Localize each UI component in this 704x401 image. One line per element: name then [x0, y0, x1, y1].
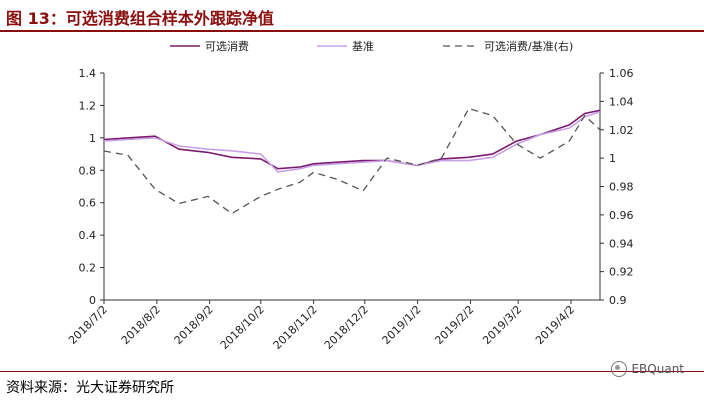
right-tick-label: 1.04	[609, 95, 634, 108]
left-tick-label: 0.8	[79, 164, 97, 177]
right-tick-label: 0.98	[609, 181, 634, 194]
legend-label-ratio: 可选消费/基准(右)	[484, 39, 573, 53]
source-note: 资料来源：光大证券研究所	[6, 380, 174, 396]
right-tick-label: 1.06	[609, 67, 634, 80]
wechat-icon	[611, 361, 628, 377]
left-tick-label: 0.2	[79, 262, 97, 275]
left-tick-label: 1	[89, 132, 96, 145]
left-tick-label: 0.6	[79, 197, 97, 210]
right-tick-label: 0.94	[609, 237, 634, 250]
title-divider	[0, 30, 704, 32]
chart-title: 图 13：可选消费组合样本外跟踪净值	[6, 9, 274, 28]
right-tick-label: 1	[609, 152, 616, 165]
x-tick-label: 2018/12/2	[322, 303, 371, 352]
x-tick-label: 2018/8/2	[119, 303, 163, 347]
left-tick-label: 1.4	[79, 67, 97, 80]
x-tick-label: 2018/11/2	[271, 303, 320, 352]
right-tick-label: 0.96	[609, 209, 634, 222]
right-tick-label: 0.9	[609, 294, 627, 307]
watermark-label: EBQuant	[631, 362, 684, 376]
legend: 可选消费 基准 可选消费/基准(右)	[170, 39, 573, 53]
series-line-ratio	[103, 107, 601, 215]
x-tick-label: 2019/2/2	[432, 303, 476, 347]
right-tick-label: 1.02	[609, 124, 634, 137]
right-tick-label: 0.92	[609, 266, 634, 279]
axes: 0 0.2 0.4 0.6 0.8 1 1.2 1.4 0.9 0.92 0.94 0.96 0.98 1…	[66, 67, 634, 352]
series-lines	[103, 107, 601, 215]
left-tick-label: 1.2	[79, 99, 97, 112]
footer-divider	[0, 371, 704, 372]
legend-label-portfolio: 可选消费	[205, 39, 249, 53]
watermark: EBQuant	[611, 361, 684, 377]
x-tick-label: 2018/10/2	[218, 303, 267, 352]
series-line-benchmark	[103, 111, 601, 173]
x-tick-label: 2019/4/2	[533, 303, 577, 347]
legend-label-benchmark: 基准	[352, 40, 374, 53]
x-tick-label: 2019/1/2	[380, 303, 424, 347]
x-tick-label: 2018/7/2	[66, 303, 110, 347]
x-tick-label: 2018/9/2	[172, 303, 216, 347]
series-line-portfolio	[103, 109, 601, 170]
left-tick-label: 0	[89, 294, 96, 307]
left-tick-label: 0.4	[79, 229, 97, 242]
x-tick-label: 2019/3/2	[480, 303, 524, 347]
